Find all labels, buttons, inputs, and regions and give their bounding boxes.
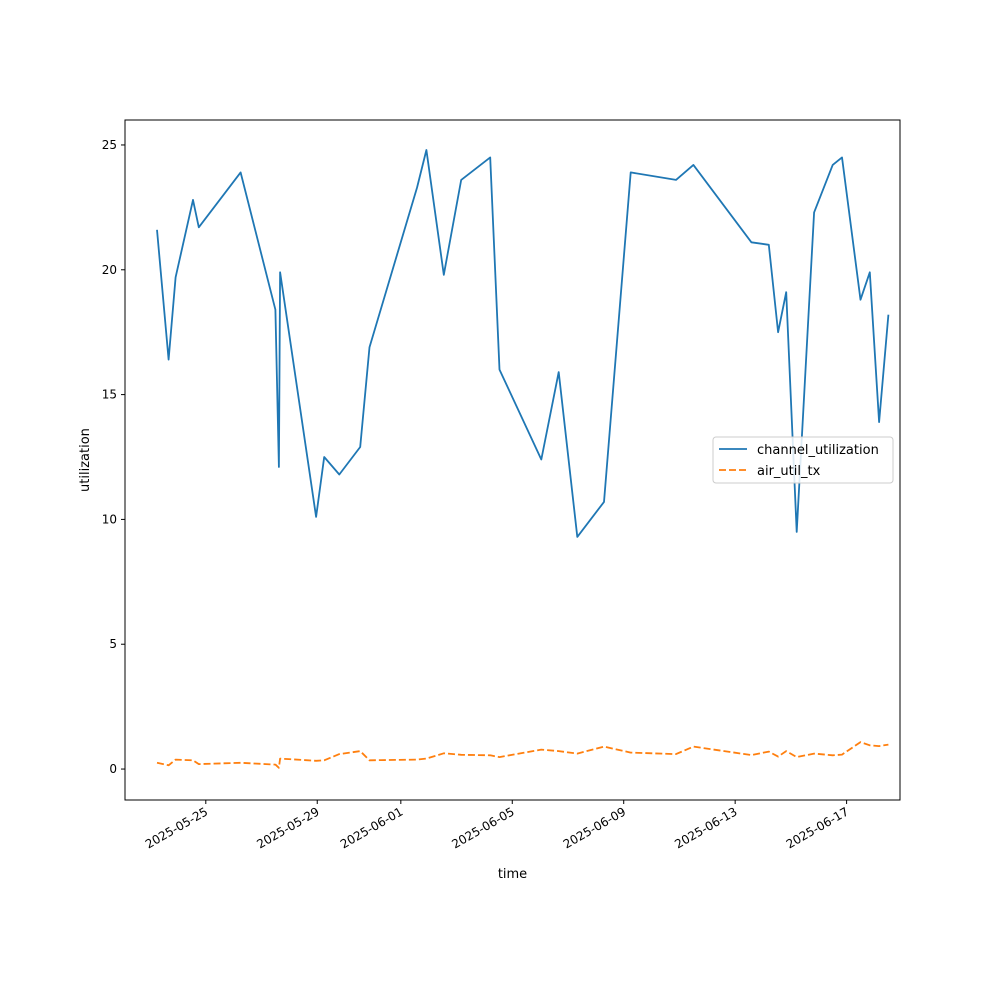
legend: channel_utilization air_util_tx: [712, 436, 894, 484]
y-tick-label: 20: [102, 263, 117, 277]
x-axis-label: time: [498, 867, 527, 882]
y-axis-label: utilization: [78, 428, 93, 492]
legend-label: air_util_tx: [757, 464, 821, 479]
series-layer: [156, 149, 890, 769]
legend-box: [712, 436, 894, 484]
y-tick-label: 5: [109, 637, 117, 651]
y-tick-label: 0: [109, 762, 117, 776]
y-tick-label: 25: [102, 138, 117, 152]
y-axis: 0 5 10 15 20 25: [102, 138, 125, 776]
y-tick-label: 15: [102, 388, 117, 402]
series-line-air-util-tx: [156, 741, 889, 769]
series-line-channel-utilization: [156, 149, 890, 538]
legend-label: channel_utilization: [757, 443, 879, 458]
y-tick-label: 10: [102, 512, 117, 526]
